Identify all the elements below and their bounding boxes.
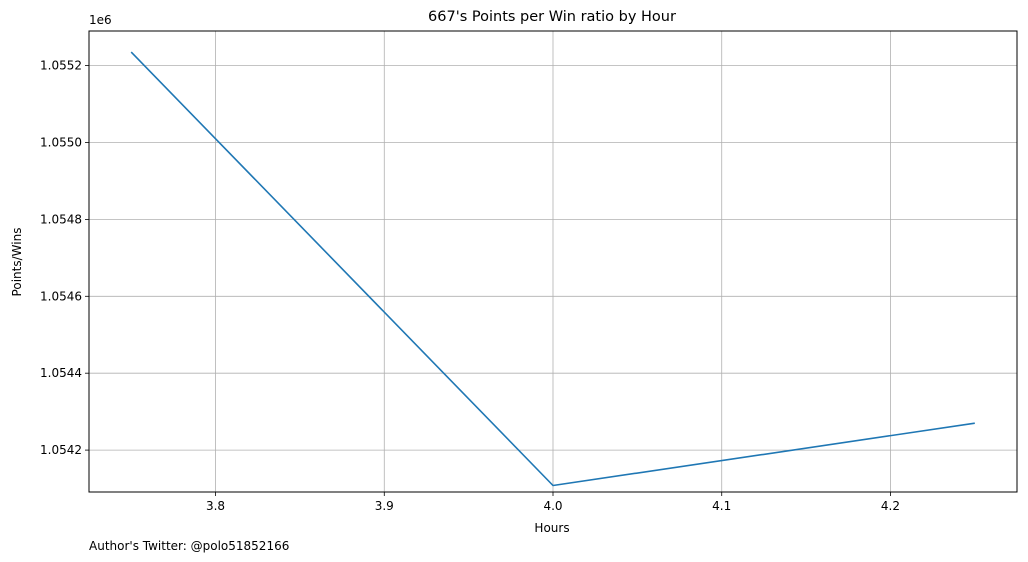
x-tick-label: 4.0 <box>543 499 562 513</box>
y-axis: 1.0542 1.0544 1.0546 1.0548 1.0550 1.0552 <box>40 59 89 457</box>
y-axis-label: Points/Wins <box>10 228 24 297</box>
chart-title: 667's Points per Win ratio by Hour <box>428 9 676 25</box>
y-tick-label: 1.0550 <box>40 136 82 150</box>
series-line <box>130 51 975 487</box>
y-tick-label: 1.0548 <box>40 212 82 226</box>
y-tick-label: 1.0544 <box>40 366 82 380</box>
footer-credit: Author's Twitter: @polo51852166 <box>89 539 289 553</box>
grid <box>89 31 1017 492</box>
x-tick-label: 3.8 <box>206 499 225 513</box>
y-tick-label: 1.0542 <box>40 443 82 457</box>
x-axis: 3.8 3.9 4.0 4.1 4.2 <box>206 492 900 513</box>
x-axis-label: Hours <box>534 521 569 535</box>
x-tick-label: 4.2 <box>881 499 900 513</box>
x-tick-label: 4.1 <box>712 499 731 513</box>
y-offset-label: 1e6 <box>89 13 112 27</box>
y-tick-label: 1.0546 <box>40 289 82 303</box>
y-tick-label: 1.0552 <box>40 59 82 73</box>
x-tick-label: 3.9 <box>375 499 394 513</box>
series-group <box>130 51 975 487</box>
